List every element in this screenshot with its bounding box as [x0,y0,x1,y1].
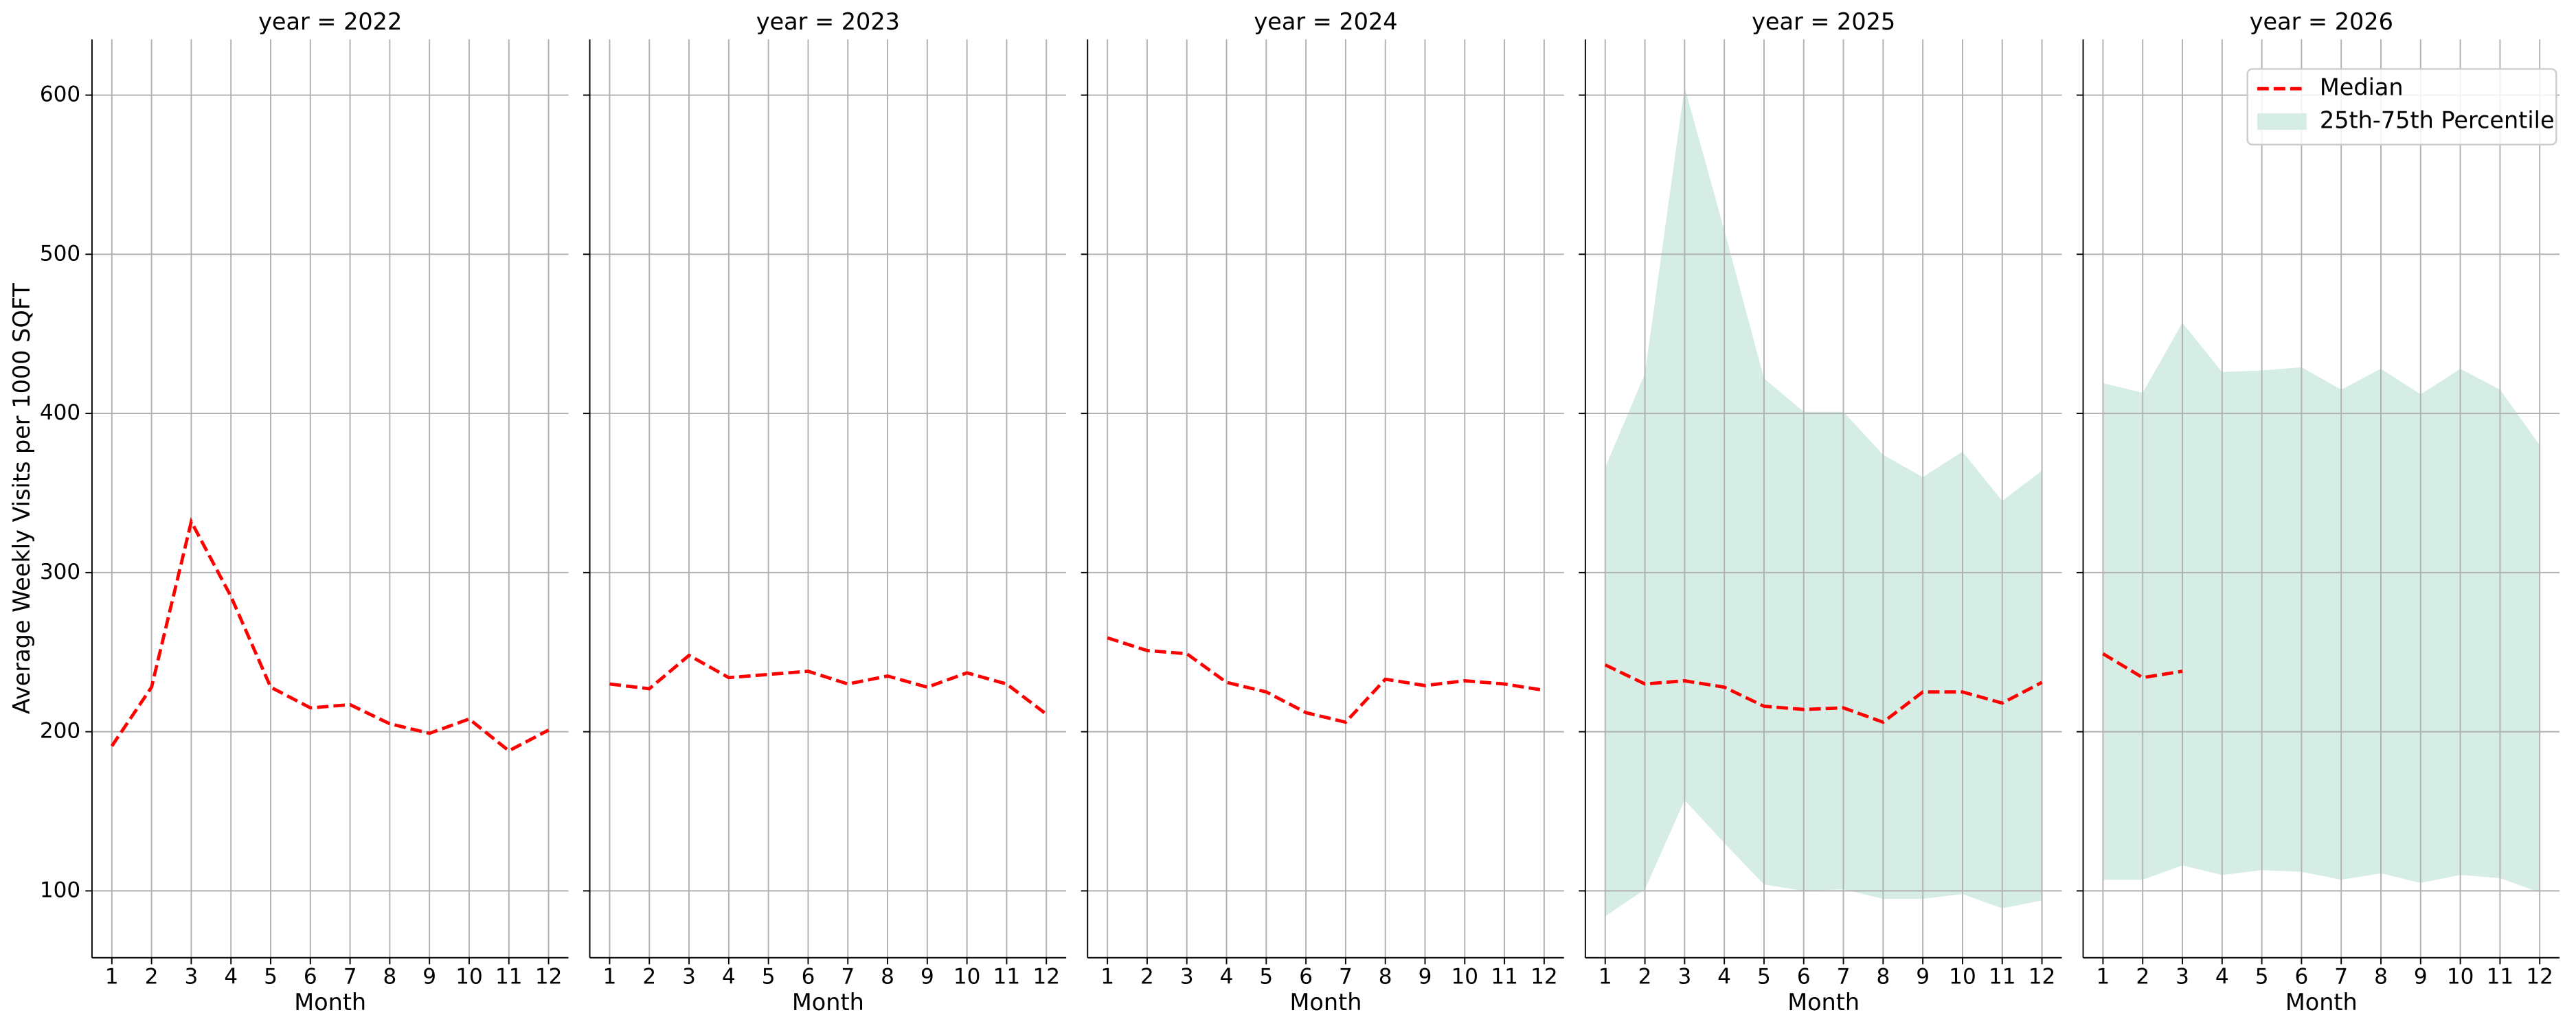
x-tick-label: 6 [304,964,317,989]
x-tick-label: 11 [1989,964,2016,989]
x-tick-label: 7 [2334,964,2348,989]
median-line [1107,636,1545,724]
x-tick-label: 9 [2414,964,2428,989]
panel-title: year = 2025 [1752,8,1895,35]
x-tick-label: 10 [1949,964,1976,989]
x-tick-label: 7 [841,964,855,989]
x-tick-label: 11 [2487,964,2514,989]
y-tick-label: 400 [40,400,80,425]
x-tick-label: 6 [1797,964,1811,989]
x-tick-label: 3 [185,964,199,989]
x-tick-label: 4 [1220,964,1234,989]
x-tick-label: 11 [1491,964,1518,989]
x-tick-label: 11 [495,964,523,989]
x-tick-label: 10 [953,964,981,989]
panel-title: year = 2022 [258,8,402,35]
panel-title: year = 2023 [756,8,900,35]
x-tick-label: 10 [1451,964,1479,989]
x-tick-label: 5 [2255,964,2269,989]
x-tick-label: 2 [1140,964,1154,989]
x-axis-label: Month [792,989,864,1016]
x-tick-label: 8 [2374,964,2388,989]
legend-swatch [2257,113,2307,130]
y-tick-label: 200 [40,719,80,744]
x-tick-label: 6 [2295,964,2309,989]
median-line [1604,663,2043,724]
x-tick-label: 11 [993,964,1021,989]
median-line [2102,652,2183,680]
x-tick-label: 10 [2447,964,2474,989]
x-tick-label: 5 [762,964,776,989]
x-tick-label: 12 [1530,964,1558,989]
x-tick-label: 9 [422,964,436,989]
x-tick-label: 5 [264,964,278,989]
x-axis-label: Month [2285,989,2358,1016]
x-tick-label: 1 [1598,964,1612,989]
x-tick-label: 1 [1100,964,1114,989]
y-tick-label: 600 [40,82,80,107]
x-tick-label: 5 [1259,964,1273,989]
legend-label: 25th-75th Percentile [2320,107,2555,134]
x-tick-label: 5 [1757,964,1771,989]
y-tick-label: 100 [40,878,80,902]
x-tick-label: 3 [1677,964,1691,989]
y-tick-label: 300 [40,560,80,584]
x-tick-label: 2 [145,964,159,989]
x-tick-label: 9 [1916,964,1930,989]
panel-title: year = 2024 [1254,8,1397,35]
x-tick-label: 7 [1837,964,1851,989]
y-tick-label: 500 [40,241,80,266]
x-tick-label: 6 [1299,964,1313,989]
median-line [110,516,550,753]
legend-box [2246,68,2557,146]
x-tick-label: 12 [2526,964,2553,989]
x-tick-label: 7 [343,964,357,989]
x-tick-label: 12 [2029,964,2056,989]
legend-label: Median [2320,74,2404,101]
median-line [609,653,1048,716]
x-tick-label: 8 [881,964,894,989]
x-tick-label: 2 [1638,964,1652,989]
x-tick-label: 8 [1379,964,1392,989]
x-tick-label: 1 [105,964,119,989]
x-tick-label: 8 [1876,964,1890,989]
x-tick-label: 9 [1419,964,1432,989]
x-tick-label: 1 [603,964,617,989]
x-tick-label: 7 [1339,964,1353,989]
x-tick-label: 4 [1717,964,1731,989]
x-tick-label: 4 [2215,964,2229,989]
percentile-band [1605,87,2042,917]
x-axis-label: Month [294,989,366,1016]
x-tick-label: 3 [1180,964,1194,989]
x-tick-label: 4 [224,964,238,989]
x-tick-label: 1 [2097,964,2110,989]
x-tick-label: 6 [802,964,815,989]
x-axis-label: Month [1787,989,1860,1016]
x-tick-label: 12 [1032,964,1060,989]
x-tick-label: 10 [455,964,483,989]
panel-title: year = 2026 [2250,8,2393,35]
x-tick-label: 9 [920,964,934,989]
x-tick-label: 4 [722,964,736,989]
x-axis-label: Month [1290,989,1362,1016]
x-tick-label: 3 [2176,964,2189,989]
x-tick-label: 2 [2136,964,2149,989]
x-tick-label: 12 [535,964,563,989]
x-tick-label: 2 [642,964,656,989]
y-axis-label: Average Weekly Visits per 1000 SQFT [8,283,35,714]
percentile-band [2103,322,2540,893]
x-tick-label: 3 [682,964,696,989]
x-tick-label: 8 [383,964,397,989]
